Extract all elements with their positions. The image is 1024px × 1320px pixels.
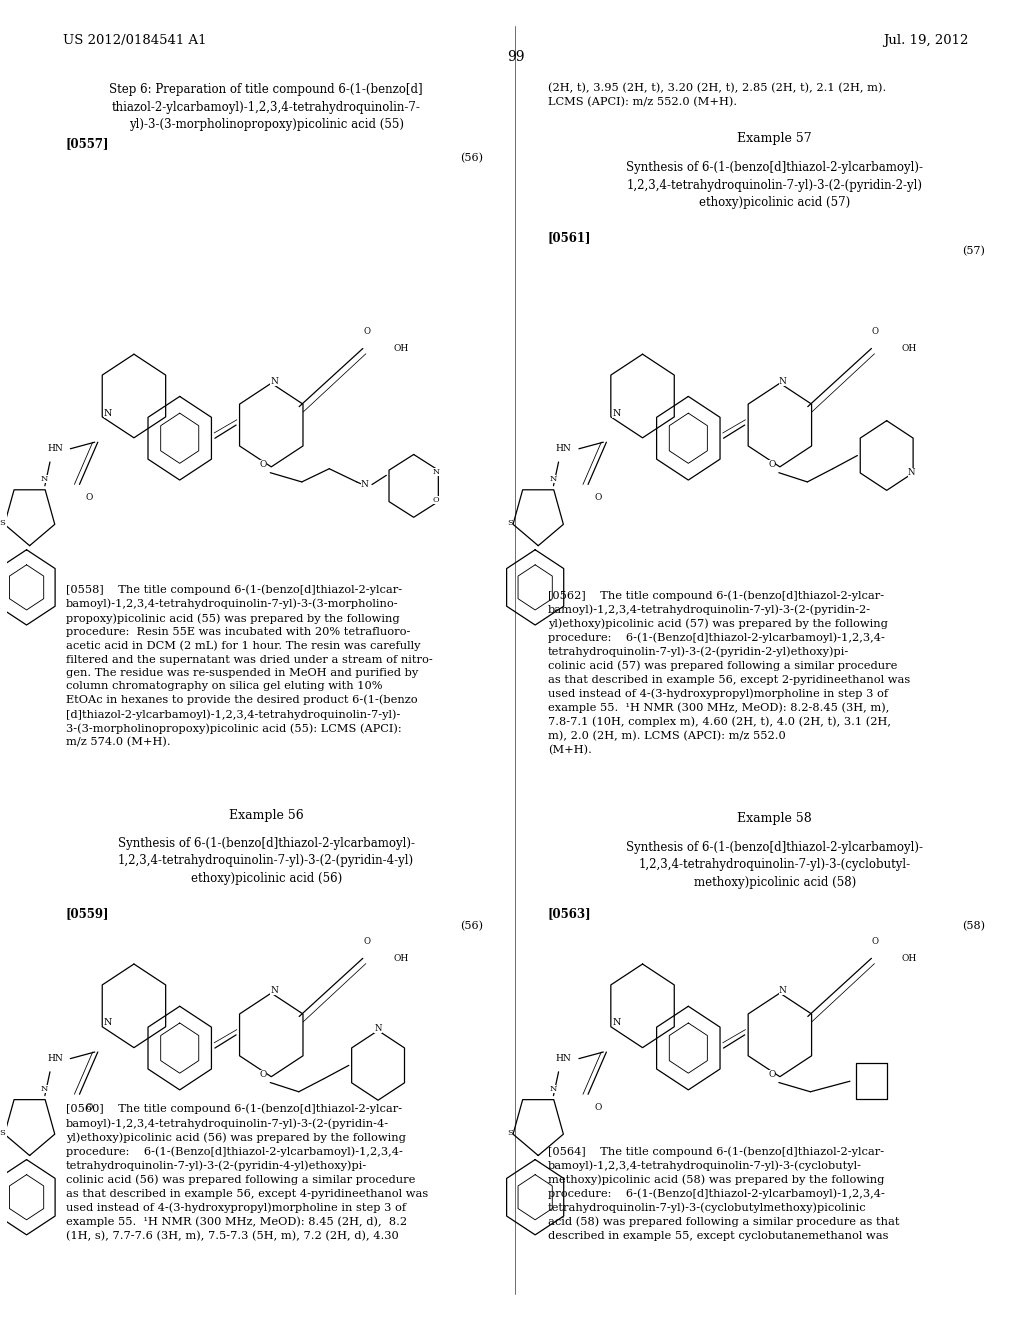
- Text: O: O: [872, 327, 879, 335]
- Text: (56): (56): [460, 153, 483, 164]
- Text: 99: 99: [507, 50, 524, 65]
- Text: Jul. 19, 2012: Jul. 19, 2012: [883, 34, 968, 48]
- Text: [0564]    The title compound 6-(1-(benzo[d]thiazol-2-ylcar-
bamoyl)-1,2,3,4-tetr: [0564] The title compound 6-(1-(benzo[d]…: [548, 1146, 899, 1241]
- Text: O: O: [86, 1104, 93, 1111]
- Text: O: O: [432, 496, 439, 504]
- Text: O: O: [364, 937, 371, 945]
- Text: N: N: [270, 376, 279, 385]
- Text: O: O: [768, 1071, 775, 1080]
- Text: O: O: [872, 937, 879, 945]
- Text: N: N: [41, 1085, 48, 1093]
- Text: OH: OH: [902, 954, 918, 962]
- Text: Example 57: Example 57: [737, 132, 812, 145]
- Text: O: O: [595, 1104, 602, 1111]
- Text: US 2012/0184541 A1: US 2012/0184541 A1: [62, 34, 206, 48]
- Text: [0557]: [0557]: [66, 137, 110, 150]
- Text: [0561]: [0561]: [548, 231, 592, 244]
- Text: S: S: [0, 519, 5, 528]
- Text: N: N: [103, 1019, 113, 1027]
- Text: Step 6: Preparation of title compound 6-(1-(benzo[d]
thiazol-2-ylcarbamoyl)-1,2,: Step 6: Preparation of title compound 6-…: [110, 83, 423, 131]
- Text: (2H, t), 3.95 (2H, t), 3.20 (2H, t), 2.85 (2H, t), 2.1 (2H, m).
LCMS (APCI): m/z: (2H, t), 3.95 (2H, t), 3.20 (2H, t), 2.8…: [548, 83, 886, 107]
- Text: Synthesis of 6-(1-(benzo[d]thiazol-2-ylcarbamoyl)-
1,2,3,4-tetrahydroquinolin-7-: Synthesis of 6-(1-(benzo[d]thiazol-2-ylc…: [627, 161, 924, 209]
- Text: N: N: [779, 376, 786, 385]
- Text: (58): (58): [963, 921, 985, 932]
- Text: HN: HN: [556, 445, 571, 453]
- Text: S: S: [0, 1129, 5, 1138]
- Text: [0563]: [0563]: [548, 907, 592, 920]
- Text: N: N: [375, 1024, 382, 1034]
- Text: Example 58: Example 58: [737, 812, 812, 825]
- Text: Synthesis of 6-(1-(benzo[d]thiazol-2-ylcarbamoyl)-
1,2,3,4-tetrahydroquinolin-7-: Synthesis of 6-(1-(benzo[d]thiazol-2-ylc…: [118, 837, 415, 884]
- Text: Synthesis of 6-(1-(benzo[d]thiazol-2-ylcarbamoyl)-
1,2,3,4-tetrahydroquinolin-7-: Synthesis of 6-(1-(benzo[d]thiazol-2-ylc…: [627, 841, 924, 888]
- Text: N: N: [908, 467, 915, 477]
- Text: (56): (56): [460, 921, 483, 932]
- Text: [0560]    The title compound 6-(1-(benzo[d]thiazol-2-ylcar-
bamoyl)-1,2,3,4-tetr: [0560] The title compound 6-(1-(benzo[d]…: [66, 1104, 428, 1241]
- Text: N: N: [432, 467, 439, 475]
- Text: S: S: [508, 519, 513, 528]
- Text: [0562]    The title compound 6-(1-(benzo[d]thiazol-2-ylcar-
bamoyl)-1,2,3,4-tetr: [0562] The title compound 6-(1-(benzo[d]…: [548, 590, 910, 755]
- Text: OH: OH: [393, 345, 409, 352]
- Text: N: N: [549, 475, 556, 483]
- Text: N: N: [41, 475, 48, 483]
- Text: N: N: [360, 480, 369, 490]
- Text: HN: HN: [47, 1055, 62, 1063]
- Text: [0559]: [0559]: [66, 907, 110, 920]
- Text: S: S: [508, 1129, 513, 1138]
- Text: OH: OH: [902, 345, 918, 352]
- Text: N: N: [612, 1019, 621, 1027]
- Text: O: O: [259, 1071, 267, 1080]
- Text: [0558]    The title compound 6-(1-(benzo[d]thiazol-2-ylcar-
bamoyl)-1,2,3,4-tetr: [0558] The title compound 6-(1-(benzo[d]…: [66, 585, 432, 747]
- Text: N: N: [270, 986, 279, 995]
- Text: N: N: [612, 409, 621, 417]
- Text: O: O: [768, 461, 775, 470]
- Text: HN: HN: [47, 445, 62, 453]
- Text: O: O: [86, 494, 93, 502]
- Text: N: N: [103, 409, 113, 417]
- Text: N: N: [549, 1085, 556, 1093]
- Text: OH: OH: [393, 954, 409, 962]
- Text: O: O: [595, 494, 602, 502]
- Text: O: O: [364, 327, 371, 335]
- Text: (57): (57): [963, 246, 985, 256]
- Text: N: N: [779, 986, 786, 995]
- Text: Example 56: Example 56: [228, 809, 303, 822]
- Text: O: O: [259, 461, 267, 470]
- Text: HN: HN: [556, 1055, 571, 1063]
